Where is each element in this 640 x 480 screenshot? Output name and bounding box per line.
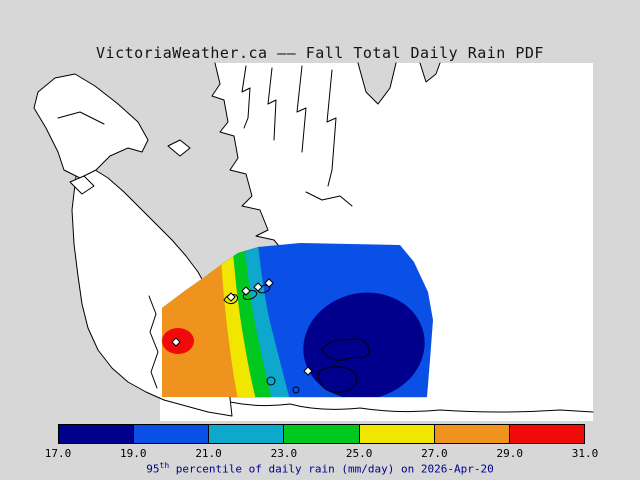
colorbar-ticks: 17.0 19.0 21.0 23.0 25.0 27.0 29.0 31.0	[45, 447, 599, 460]
caption-text: percentile of daily rain (mm/day) on 202…	[169, 462, 494, 476]
colorbar-segment	[59, 425, 135, 443]
inlet-coast-1	[357, 62, 397, 105]
islet-strait	[167, 139, 191, 157]
colorbar-segment	[359, 425, 435, 443]
station-marker-diamond	[264, 278, 274, 288]
islet-outline-small-1	[266, 376, 276, 386]
island-topleft-large	[33, 73, 149, 179]
station-marker-diamond	[241, 286, 251, 296]
south-land-fill	[160, 398, 593, 421]
station-marker-diamond	[226, 292, 236, 302]
small-islands-topleft	[33, 73, 191, 195]
island-topleft-ridge-line	[57, 111, 105, 125]
plot-title: VictoriaWeather.ca —— Fall Total Daily R…	[96, 44, 544, 62]
station-markers	[171, 278, 313, 376]
island-outline-southeast-1	[321, 338, 370, 361]
caption-number: 95	[146, 462, 160, 476]
fjord-lines	[241, 65, 353, 207]
mainland-coastline	[211, 62, 297, 253]
colorbar-tick-label: 25.0	[345, 447, 373, 460]
colorbar	[58, 424, 585, 444]
land-mass-northeast	[211, 62, 593, 421]
colorbar-tick-label: 23.0	[270, 447, 298, 460]
colorbar-segment	[284, 425, 360, 443]
mainland-fill	[212, 63, 593, 421]
colorbar-segment	[134, 425, 210, 443]
colorbar-tick-label: 29.0	[496, 447, 523, 460]
colorbar-tick-label: 31.0	[571, 447, 599, 460]
caption-ordinal: th	[159, 461, 170, 470]
colorbar-caption: 95th percentile of daily rain (mm/day) o…	[0, 461, 640, 476]
colorbar-segment	[209, 425, 285, 443]
station-marker-diamond	[171, 337, 181, 347]
south-coastline	[229, 401, 594, 413]
colorbar-segment	[434, 425, 510, 443]
colorbar-tick-label: 19.0	[120, 447, 147, 460]
colorbar-tick-label: 17.0	[44, 447, 72, 460]
land-mass-south	[160, 398, 594, 421]
inlet-fill-1	[358, 63, 396, 104]
island-outline-southeast-2	[317, 366, 358, 393]
station-marker-diamond	[303, 366, 313, 376]
island-topleft-small	[69, 175, 95, 195]
contour-band-navy	[303, 292, 425, 397]
overlay-island-outlines	[223, 284, 370, 394]
inlet-coast-2	[419, 62, 441, 83]
station-marker-diamond	[253, 282, 263, 292]
colorbar-tick-label: 27.0	[421, 447, 448, 460]
west-island-inlet-line	[148, 295, 159, 389]
islet-outline-small-2	[292, 386, 300, 394]
colorbar-segment	[509, 425, 584, 443]
colorbar-tick-label: 21.0	[195, 447, 222, 460]
